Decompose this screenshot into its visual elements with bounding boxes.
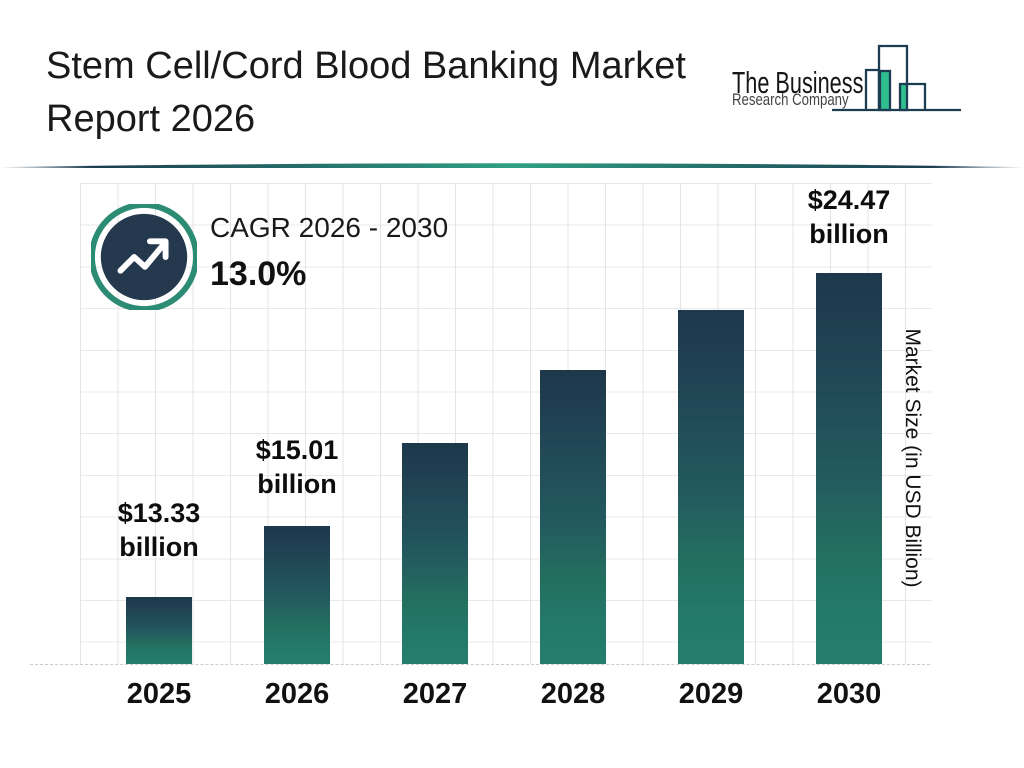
svg-text:Research Company: Research Company <box>732 91 849 110</box>
